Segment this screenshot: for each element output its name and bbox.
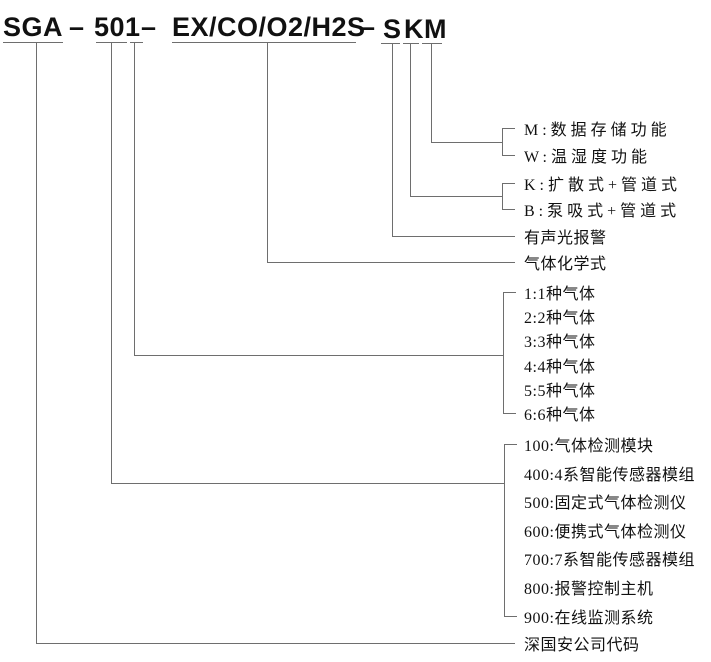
mw-bracket-top-stub	[502, 128, 515, 129]
series-bracket-top-stub	[504, 444, 517, 445]
label-series-600: 600:便携式气体检测仪	[524, 524, 687, 541]
label-gas-count-4: 4:4种气体	[524, 359, 596, 376]
suffix-letter-s: S	[383, 14, 402, 44]
label-series-900: 900:在线监测系统	[524, 610, 654, 627]
chemical-leader-line	[267, 262, 515, 263]
gas-count-drop-line	[134, 43, 135, 355]
model-series-code: 501	[94, 12, 141, 42]
label-series-800: 800:报警控制主机	[524, 581, 654, 598]
label-b-pump-duct: B:泵吸式+管道式	[524, 203, 681, 220]
label-sound-light-alarm: 有声光报警	[524, 230, 607, 247]
kb-bracket-vertical	[502, 183, 503, 210]
label-gas-count-5: 5:5种气体	[524, 383, 596, 400]
label-w-temp-humidity: W:温湿度功能	[524, 149, 651, 166]
suffix-m-horizontal-line	[431, 142, 502, 143]
separator-dash: –	[360, 12, 376, 42]
gas-code-drop-line	[267, 43, 268, 262]
label-gas-chemical-formula: 气体化学式	[524, 256, 607, 273]
company-leader-line	[36, 643, 515, 644]
suffix-k-horizontal-line	[410, 196, 502, 197]
model-brand-code: SGA	[3, 12, 64, 42]
gas-count-bracket-top-stub	[503, 292, 516, 293]
suffix-m-underline	[422, 43, 442, 44]
kb-bracket-top-stub	[502, 183, 515, 184]
suffix-k-drop-line	[410, 44, 411, 196]
suffix-letter-m: M	[424, 14, 447, 44]
suffix-m-drop-line	[431, 44, 432, 142]
suffix-letter-k: K	[404, 14, 424, 44]
gas-count-bracket-bottom-stub	[503, 413, 516, 414]
gas-code-underline	[172, 42, 356, 43]
separator-dash: –	[141, 12, 157, 42]
alarm-leader-line	[392, 236, 515, 237]
series-digit-underline	[96, 42, 127, 43]
series-drop-line	[111, 43, 112, 483]
label-company-code: 深国安公司代码	[524, 637, 640, 654]
label-gas-count-3: 3:3种气体	[524, 334, 596, 351]
label-series-400: 400:4系智能传感器模组	[524, 467, 695, 484]
separator-dash: –	[69, 12, 85, 42]
model-gas-code: EX/CO/O2/H2S	[172, 12, 366, 42]
mw-bracket-vertical	[502, 128, 503, 156]
label-m-data-storage: M:数据存储功能	[524, 122, 671, 139]
label-series-500: 500:固定式气体检测仪	[524, 495, 687, 512]
series-bracket-vertical	[504, 444, 505, 617]
series-bracket-bottom-stub	[504, 616, 517, 617]
label-gas-count-2: 2:2种气体	[524, 310, 596, 327]
gas-count-digit-underline	[130, 42, 143, 43]
brand-underline	[3, 42, 63, 43]
label-gas-count-1: 1:1种气体	[524, 286, 596, 303]
brand-drop-line	[36, 43, 37, 643]
mw-bracket-bottom-stub	[502, 155, 515, 156]
suffix-s-drop-line	[392, 44, 393, 236]
suffix-k-underline	[403, 43, 419, 44]
series-horizontal-line	[111, 483, 504, 484]
gas-count-horizontal-line	[134, 355, 503, 356]
label-gas-count-6: 6:6种气体	[524, 407, 596, 424]
label-series-700: 700:7系智能传感器模组	[524, 552, 695, 569]
label-k-diffusion-duct: K:扩散式+管道式	[524, 177, 682, 194]
suffix-s-underline	[381, 43, 400, 44]
gas-count-bracket-vertical	[503, 292, 504, 414]
kb-bracket-bottom-stub	[502, 209, 515, 210]
label-series-100: 100:气体检测模块	[524, 438, 654, 455]
